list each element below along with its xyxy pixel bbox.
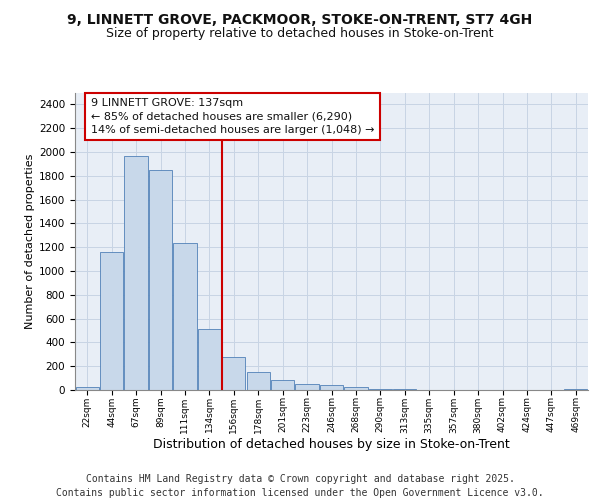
Bar <box>173 243 197 390</box>
Bar <box>198 328 221 390</box>
Text: Contains HM Land Registry data © Crown copyright and database right 2025.
Contai: Contains HM Land Registry data © Crown c… <box>56 474 544 498</box>
Bar <box>100 252 123 390</box>
Bar <box>295 384 319 390</box>
Bar <box>124 156 148 390</box>
Text: Size of property relative to detached houses in Stoke-on-Trent: Size of property relative to detached ho… <box>106 28 494 40</box>
Bar <box>149 170 172 390</box>
Bar <box>76 387 99 390</box>
Y-axis label: Number of detached properties: Number of detached properties <box>25 154 35 329</box>
Bar <box>344 388 368 390</box>
Bar <box>247 372 270 390</box>
Text: 9 LINNETT GROVE: 137sqm
← 85% of detached houses are smaller (6,290)
14% of semi: 9 LINNETT GROVE: 137sqm ← 85% of detache… <box>91 98 374 135</box>
Bar <box>564 389 587 390</box>
Bar <box>320 386 343 390</box>
X-axis label: Distribution of detached houses by size in Stoke-on-Trent: Distribution of detached houses by size … <box>153 438 510 451</box>
Bar <box>369 389 392 390</box>
Bar <box>222 358 245 390</box>
Bar <box>271 380 294 390</box>
Text: 9, LINNETT GROVE, PACKMOOR, STOKE-ON-TRENT, ST7 4GH: 9, LINNETT GROVE, PACKMOOR, STOKE-ON-TRE… <box>67 12 533 26</box>
